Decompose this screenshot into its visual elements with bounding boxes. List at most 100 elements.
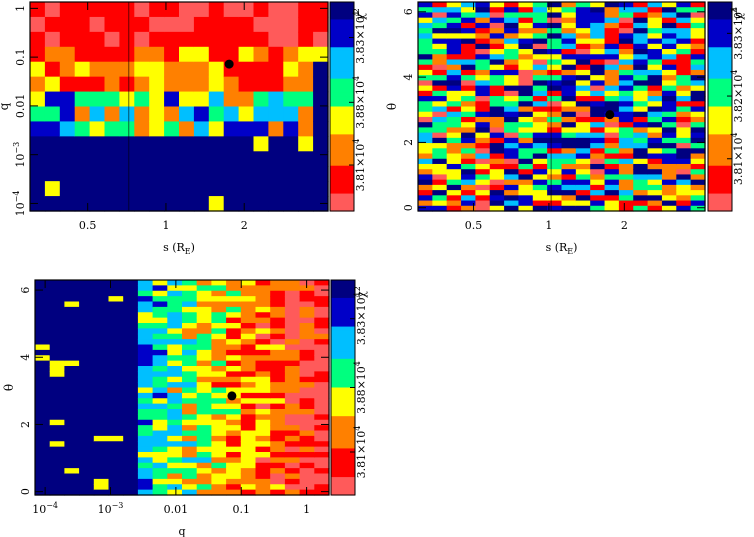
heatmap-cell <box>35 333 51 340</box>
heatmap-cell <box>461 17 476 24</box>
heatmap-cell <box>89 61 106 78</box>
heatmap-cell <box>255 317 271 324</box>
heatmap-cell <box>182 425 198 432</box>
heatmap-cell <box>64 296 80 303</box>
heatmap-cell <box>49 398 65 405</box>
heatmap-cell <box>119 166 135 182</box>
heatmap-cell <box>44 136 61 152</box>
heatmap-cell <box>134 16 150 33</box>
heatmap-cell <box>255 339 271 346</box>
heatmap-cell <box>167 360 183 367</box>
heatmap-cell <box>223 151 240 167</box>
heatmap-cell <box>208 31 225 48</box>
heatmap-cell <box>618 12 634 19</box>
heatmap-cell <box>49 441 65 448</box>
heatmap-cell <box>167 425 183 432</box>
heatmap-cell <box>270 446 286 453</box>
heatmap-cell <box>223 91 240 108</box>
heatmap-cell <box>633 205 649 212</box>
heatmap-cell <box>179 76 195 93</box>
heatmap-cell <box>167 376 183 383</box>
heatmap-cell <box>208 181 225 197</box>
heatmap-cell <box>108 435 124 442</box>
heatmap-cell <box>270 328 286 335</box>
heatmap-cell <box>489 38 505 45</box>
heatmap-cell <box>518 163 534 170</box>
heatmap-cell <box>575 69 591 76</box>
heatmap-cell <box>314 392 330 399</box>
heatmap-cell <box>547 132 563 139</box>
heatmap-cell <box>518 205 534 212</box>
heatmap-cell <box>676 122 692 128</box>
heatmap-cell <box>35 349 51 356</box>
heatmap-cell <box>179 91 195 108</box>
heatmap-cell <box>270 473 286 480</box>
heatmap-cell <box>547 127 563 134</box>
heatmap-cell <box>461 80 476 87</box>
heatmap-cell <box>182 484 198 491</box>
heatmap-cell <box>633 106 649 113</box>
heatmap-cell <box>446 169 462 176</box>
heatmap-cell <box>182 452 198 458</box>
heatmap-cell <box>104 106 120 123</box>
heatmap-cell <box>108 306 124 313</box>
heatmap-cell <box>182 333 198 340</box>
heatmap-cell <box>461 127 476 134</box>
colorbar-segment <box>708 26 732 31</box>
heatmap-cell <box>446 7 462 14</box>
heatmap-cell <box>489 190 505 196</box>
heatmap-cell <box>134 2 150 18</box>
heatmap-cell <box>167 366 183 372</box>
heatmap-cell <box>74 106 91 123</box>
heatmap-cell <box>240 306 257 313</box>
heatmap-cell <box>238 166 255 182</box>
heatmap-cell <box>475 54 491 61</box>
heatmap-cell <box>93 360 110 367</box>
heatmap-cell <box>618 90 634 97</box>
heatmap-cell <box>284 462 301 469</box>
heatmap-cell <box>532 111 548 118</box>
heatmap-cell <box>418 174 433 181</box>
heatmap-cell <box>223 46 240 63</box>
heatmap-cell <box>196 328 212 335</box>
heatmap-cell <box>255 280 271 286</box>
heatmap-cell <box>676 90 692 97</box>
heatmap-cell <box>575 38 591 45</box>
heatmap-cell <box>283 181 299 197</box>
heatmap-cell <box>504 64 520 71</box>
x-tick-label: 0.5 <box>79 219 97 232</box>
heatmap-cell <box>314 425 330 432</box>
heatmap-cell <box>182 419 198 426</box>
heatmap-cell <box>661 163 677 170</box>
heatmap-cell <box>182 301 198 308</box>
heatmap-cell <box>690 106 706 113</box>
heatmap-cell <box>196 403 212 410</box>
heatmap-cell <box>149 76 165 93</box>
heatmap-cell <box>446 195 462 202</box>
heatmap-cell <box>35 409 51 415</box>
colorbar-segment <box>708 190 732 195</box>
heatmap-cell <box>532 12 548 19</box>
heatmap-cell <box>676 148 692 155</box>
best-fit-marker <box>227 391 237 401</box>
heatmap-cell <box>270 349 286 356</box>
heatmap-cell <box>182 360 198 367</box>
colorbar-segment <box>708 75 732 80</box>
heatmap-cell <box>164 121 180 137</box>
heatmap-cell <box>283 121 299 137</box>
heatmap-cell <box>590 101 606 108</box>
heatmap-cell <box>44 2 61 18</box>
heatmap-cell <box>255 478 271 485</box>
heatmap-cell <box>238 151 255 167</box>
heatmap-cell <box>196 392 212 399</box>
heatmap-cell <box>633 169 649 176</box>
heatmap-cell <box>74 16 91 33</box>
heatmap-cell <box>299 409 315 415</box>
heatmap-cell <box>284 430 301 437</box>
heatmap-cell <box>223 106 240 123</box>
heatmap-cell <box>518 127 534 134</box>
heatmap-cell <box>270 355 286 362</box>
heatmap-cell <box>690 90 706 97</box>
heatmap-cell <box>270 296 286 303</box>
heatmap-cell <box>182 398 198 405</box>
